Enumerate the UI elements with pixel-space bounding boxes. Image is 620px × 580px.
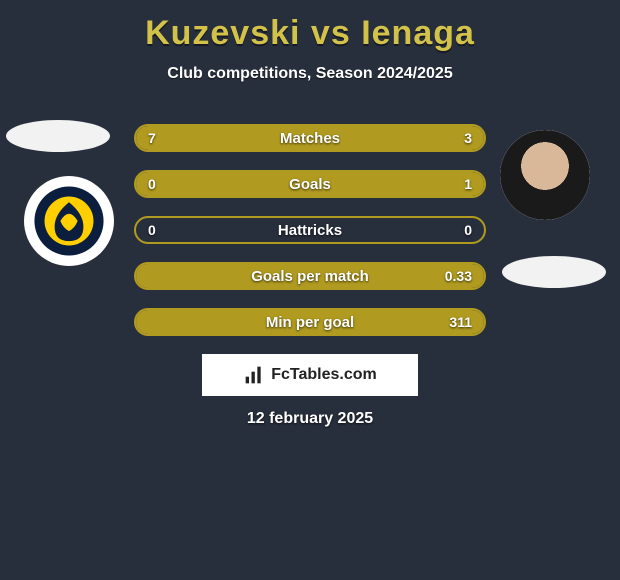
country-ellipse-right xyxy=(502,256,606,288)
stat-value-right: 3 xyxy=(452,126,484,150)
club-badge-left xyxy=(24,176,114,266)
stat-value-right: 311 xyxy=(437,310,484,334)
stat-value-left xyxy=(136,264,160,288)
stat-value-left: 0 xyxy=(136,218,168,242)
stat-value-right: 1 xyxy=(452,172,484,196)
stat-row: Matches7 3 xyxy=(134,124,486,152)
stat-row: Hattricks0 0 xyxy=(134,216,486,244)
stat-row: Goals0 1 xyxy=(134,170,486,198)
avatar-icon xyxy=(500,130,590,220)
stat-value-right: 0.33 xyxy=(433,264,484,288)
stat-row: Goals per match0.33 xyxy=(134,262,486,290)
country-ellipse-left xyxy=(6,120,110,152)
date-label: 12 february 2025 xyxy=(0,410,620,428)
player-photo-right xyxy=(500,130,590,220)
stat-label: Min per goal xyxy=(136,310,484,334)
brand-label: FcTables.com xyxy=(271,366,377,384)
stat-value-left: 7 xyxy=(136,126,168,150)
stat-label: Hattricks xyxy=(136,218,484,242)
stat-value-left xyxy=(136,310,160,334)
stats-bar-group: Matches73Goals01Hattricks00Goals per mat… xyxy=(134,124,486,354)
stat-value-right: 0 xyxy=(452,218,484,242)
page-title: Kuzevski vs Ienaga xyxy=(0,0,620,53)
stat-row: Min per goal311 xyxy=(134,308,486,336)
page-subtitle: Club competitions, Season 2024/2025 xyxy=(0,65,620,83)
stat-label: Matches xyxy=(136,126,484,150)
brand-box[interactable]: FcTables.com xyxy=(202,354,418,396)
mariners-crest-icon xyxy=(33,185,105,257)
stat-value-left: 0 xyxy=(136,172,168,196)
bars-chart-icon xyxy=(243,365,265,385)
stat-label: Goals xyxy=(136,172,484,196)
